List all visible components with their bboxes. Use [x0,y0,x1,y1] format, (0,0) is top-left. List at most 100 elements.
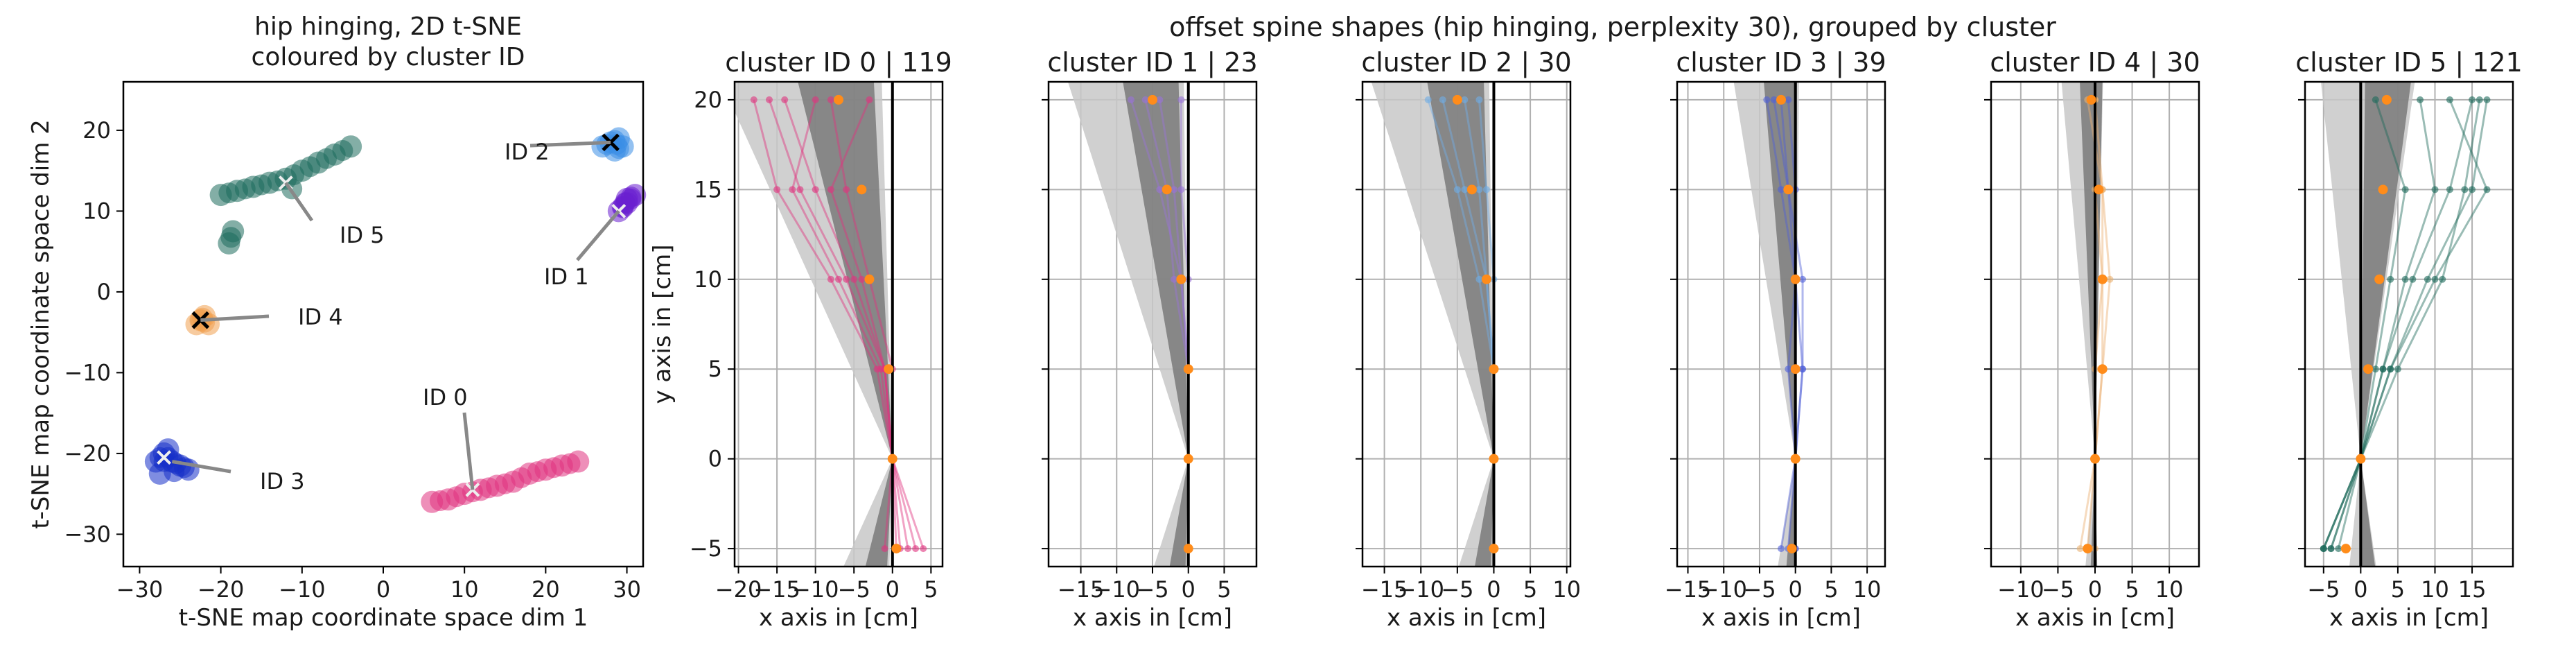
panel-title: cluster ID 0 | 119 [725,47,952,78]
spread-wedge-narrow [1427,82,1494,459]
spread-wedge-narrow [798,82,893,459]
sample-spine-vertex [781,96,789,103]
sample-spine-vertex [1475,275,1483,283]
y-tick-label: 10 [694,266,722,293]
annotation-arrow [576,209,620,261]
sample-spine-vertex [1127,96,1134,103]
mean-spine-vertex [1452,94,1462,105]
y-tick-label: −10 [64,359,111,386]
sample-spine-vertex [2417,96,2424,103]
mean-spine-vertex [1776,94,1786,105]
sample-spine-vertex [835,275,842,283]
sample-spine-vertex [1799,365,1807,373]
scatter-point [157,438,179,461]
right-suptitle: offset spine shapes (hip hinging, perple… [1169,12,2056,42]
x-tick-label: −10 [1094,576,1141,603]
x-tick-label: −5 [1136,576,1168,603]
tsne-scatter-panel: ID 0 ID 1 ID 2 ID 3 ID 4 ID 5 −30 −20 −10 0 10 20 30… [27,80,647,632]
sample-spine-vertex [904,545,911,553]
x-tick-label: −5 [2042,576,2074,603]
mean-spine-vertex [1162,184,1172,195]
y-tick-label: 0 [708,446,722,472]
mean-spine-vertex [2356,454,2366,464]
x-tick-label: −5 [838,576,870,603]
sample-spine-vertex [1177,186,1185,193]
x-tick-label: 5 [2391,576,2405,603]
left-title-line1: hip hinging, 2D t-SNE [254,12,522,41]
y-tick-label: −5 [690,535,722,562]
sample-spine-vertex [2387,365,2394,373]
sample-spine-vertex [2379,365,2387,373]
x-tick-label: −10 [279,576,326,603]
mean-spine-vertex [1489,454,1499,464]
sample-spine-vertex [1475,186,1483,193]
sample-spine-vertex [858,275,866,283]
scatter-point [567,450,590,473]
sample-spine-vertex [2076,545,2084,553]
panel-plot-area [735,82,943,567]
y-tick-label: 5 [708,356,722,382]
sample-spine-line [753,99,917,549]
annotation-arrow [284,182,314,222]
panel-plot-area [1363,82,1570,567]
mean-spine-vertex [2378,184,2388,195]
panel-title: cluster ID 3 | 39 [1676,47,1886,78]
scatter-point [611,135,634,158]
sample-spine-vertex [2469,186,2476,193]
sample-spine-vertex [2439,275,2446,283]
x-tick-label: −15 [1058,576,1105,603]
x-tick-label: 10 [2421,576,2449,603]
mean-spine-vertex [1183,454,1193,464]
x-tick-label: 5 [1523,576,1537,603]
annotation-arrow [200,314,270,322]
black-x-marker [191,311,210,329]
annotation-arrow [529,140,611,148]
x-tick-label: −20 [715,576,762,603]
x-tick-label: 0 [1789,576,1803,603]
sample-spine-vertex [2327,545,2335,553]
x-tick-label: 0 [886,576,900,603]
sample-spine-vertex [1171,275,1178,283]
spread-wedge-narrow-lower [1475,458,1494,567]
left-title-line2: coloured by cluster ID [252,43,525,71]
mean-spine-vertex [1481,274,1491,284]
annotation-label-id--12_13.5: ID 5 [340,222,385,248]
mean-spine-vertex [1787,544,1797,554]
panel-plot-area [1677,82,1885,567]
mean-spine-vertex [887,454,897,464]
mean-spine-vertex [1148,94,1157,105]
spine-panel-cluster-1: cluster ID 1 | 23 −15−10−5 0 5x axis in [cm… [1042,47,1258,632]
spine-panel-cluster-0: cluster ID 0 | 119−20−15−10−5 0 5x axis in… [649,47,952,632]
y-axis-label: y axis in [cm] [649,245,676,404]
mean-spine-vertex [1466,184,1477,195]
sample-spine-vertex [2446,96,2453,103]
spread-wedge-narrow [2080,82,2103,459]
sample-spine-vertex [827,186,834,193]
sample-spine-vertex [773,186,781,193]
x-tick-label: −15 [1361,576,1408,603]
sample-spine-vertex [1439,96,1446,103]
sample-spine-vertex [2335,545,2342,553]
sample-spine-line [791,99,925,549]
sample-spine-vertex [2320,545,2327,553]
sample-spine-vertex [2394,365,2401,373]
mean-spine-vertex [2094,184,2104,195]
x-tick-label: 5 [924,576,938,603]
sample-spine-vertex [1482,186,1490,193]
mean-spine-vertex [1489,364,1499,374]
sample-spine-vertex [881,545,888,553]
x-axis-label: x axis in [cm] [2329,604,2489,632]
mean-spine-vertex [2363,364,2374,374]
sample-spine-vertex [1177,96,1185,103]
mean-spine-vertex [2090,454,2100,464]
panel-title: cluster ID 5 | 121 [2295,47,2523,78]
sample-spine-line [2322,99,2481,549]
mean-spine-vertex [2340,544,2351,554]
sample-spine-vertex [2106,275,2114,283]
x-tick-label: 10 [450,576,479,603]
sample-spine-vertex [2483,96,2491,103]
y-tick-label: 20 [82,117,111,144]
sample-spine-line [2330,99,2407,549]
spread-wedge-narrow-lower [1169,458,1189,567]
sample-spine-vertex [866,96,873,103]
